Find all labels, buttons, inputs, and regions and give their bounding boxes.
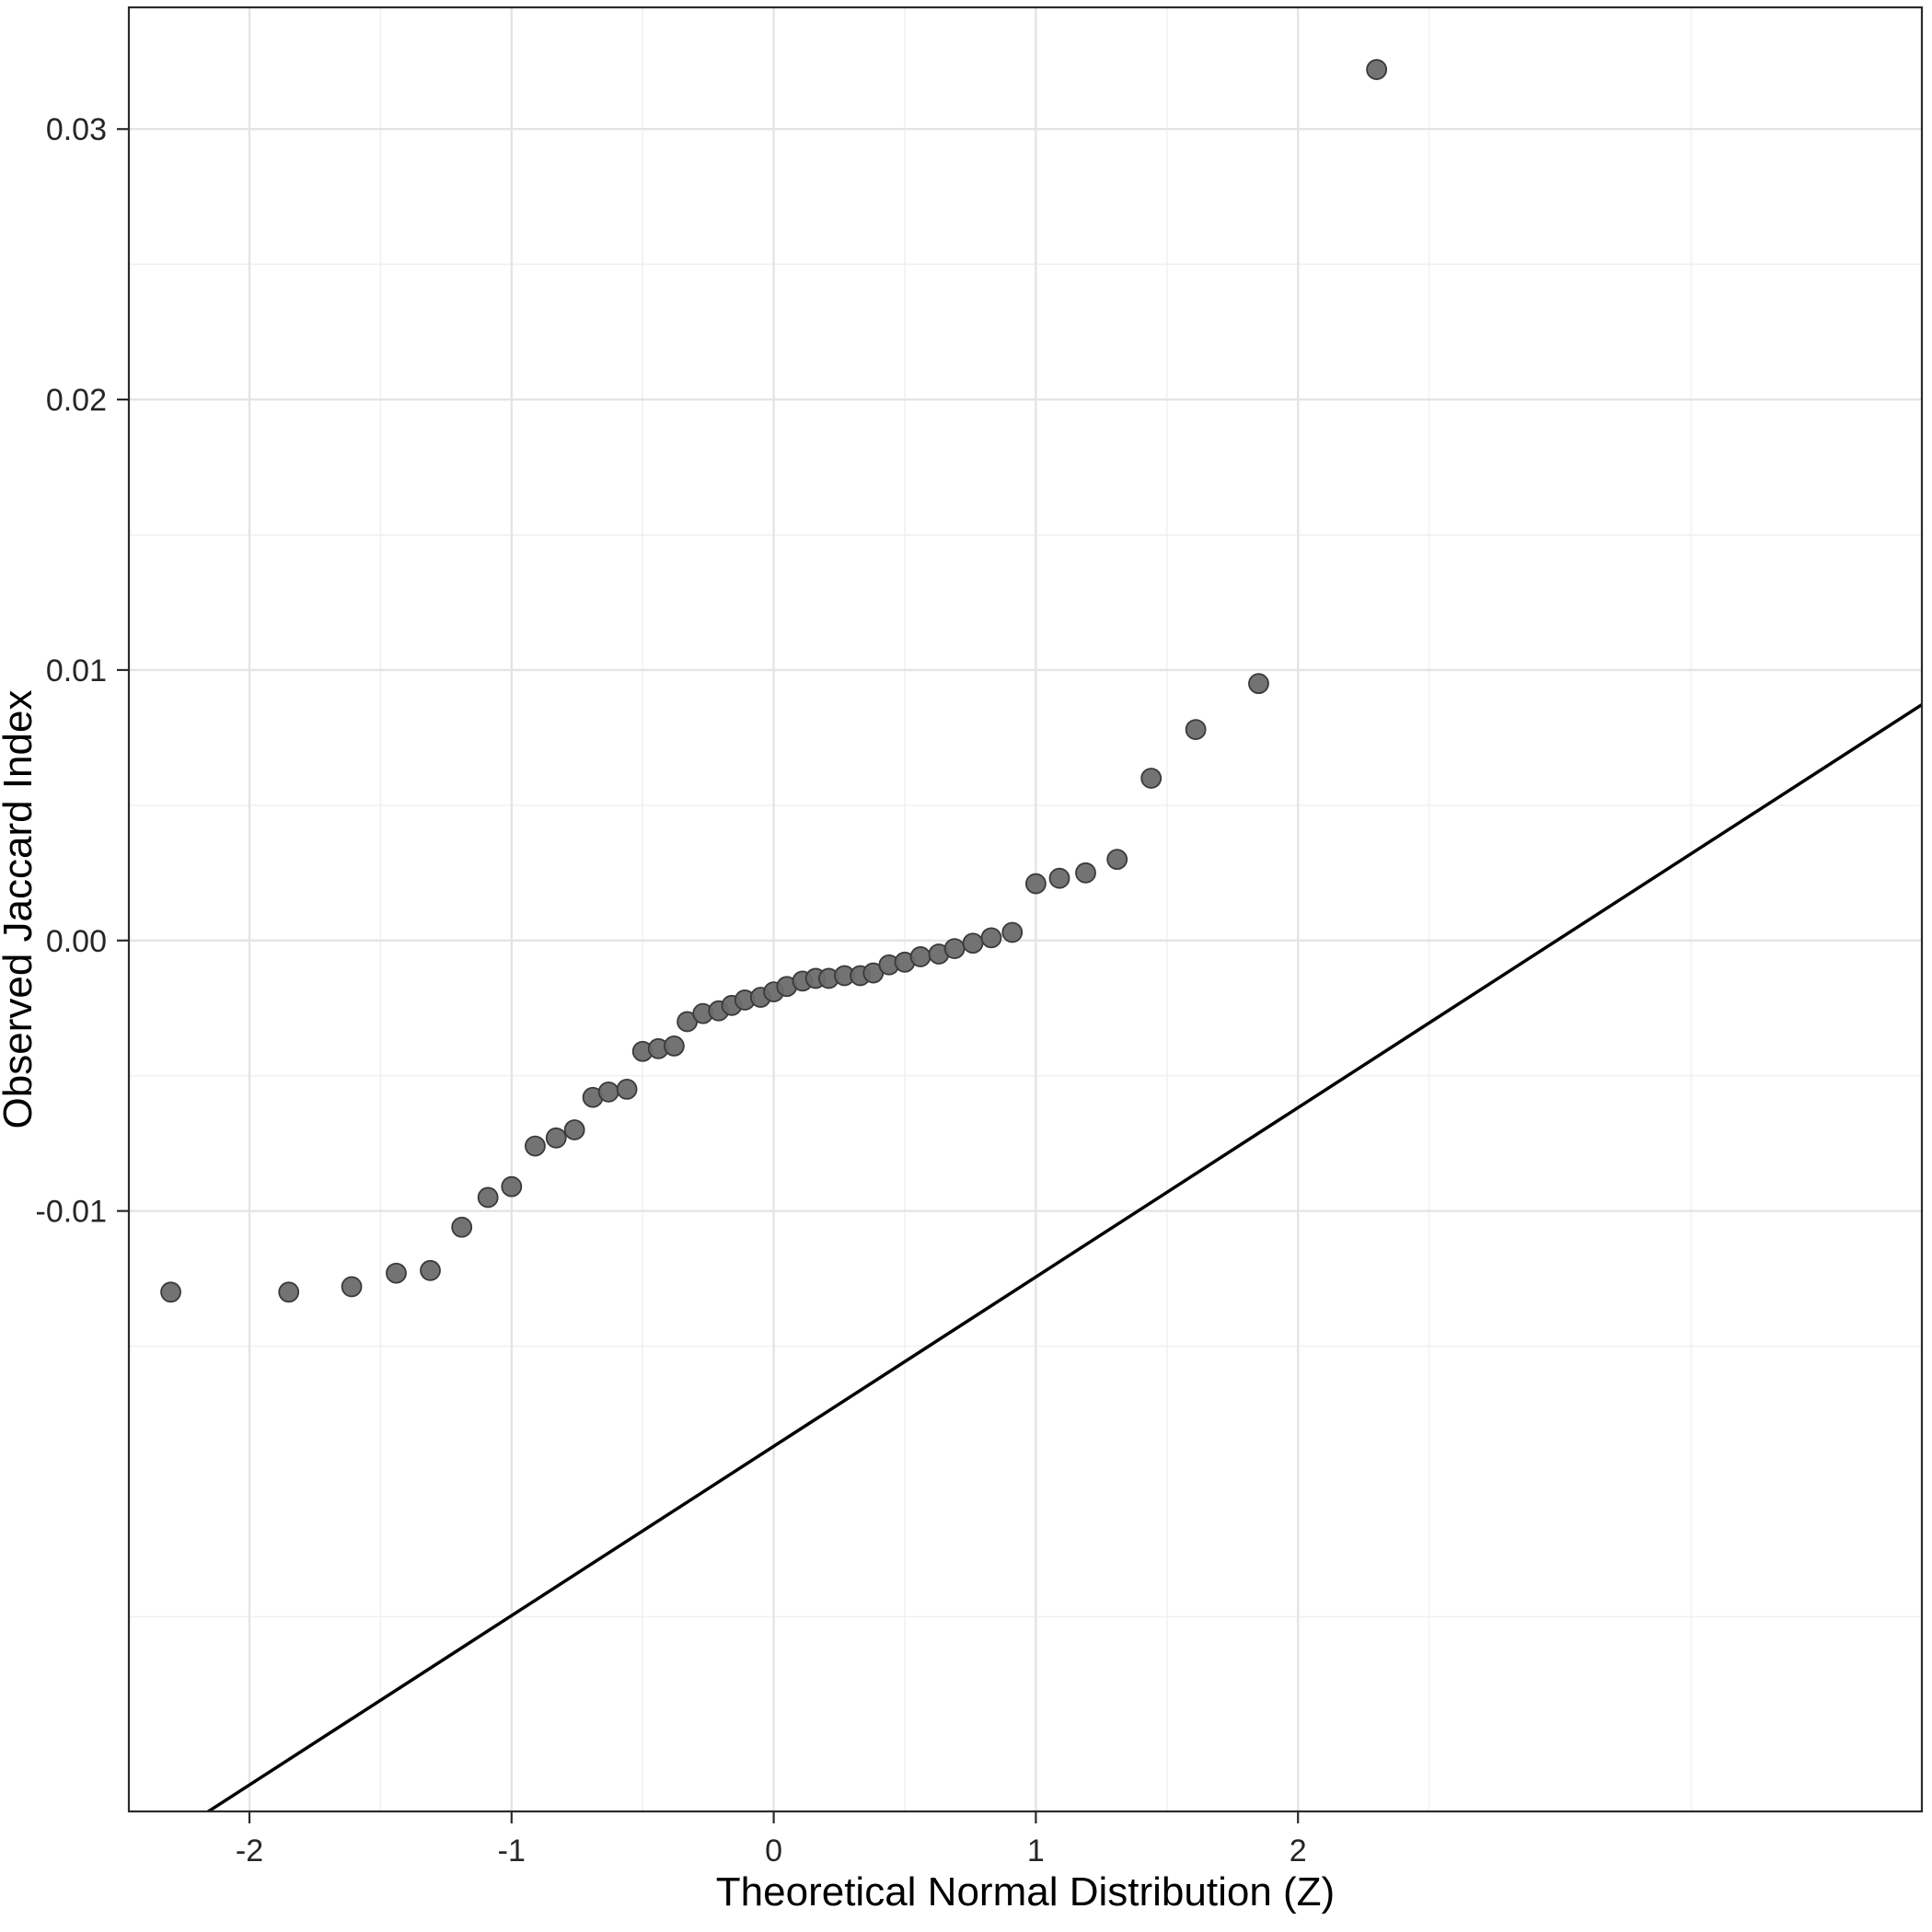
data-point [386,1262,407,1284]
plot-render-root: -2 -1 0 1 2 -0.01 0.00 0.01 0.02 0.03 [36,6,1924,1868]
data-point [1248,673,1269,695]
data-point [980,927,1002,949]
x-tick-label: -1 [498,1834,526,1868]
data-point [1140,768,1163,789]
data-point [501,1175,523,1197]
data-point [962,932,984,954]
x-tick-label: 0 [765,1834,782,1868]
data-point [909,946,931,967]
y-tick-label: 0.00 [46,924,107,959]
data-point [1075,862,1096,884]
y-axis-title: Observed Jaccard Index [0,690,40,1129]
data-point [1048,867,1070,889]
data-point [597,1081,619,1103]
y-tick-label: -0.01 [36,1195,108,1230]
data-point [1024,873,1047,895]
y-tick-label: 0.01 [46,654,107,688]
panel-border [127,6,1924,1813]
data-point [563,1119,585,1140]
data-point [1106,849,1128,871]
data-point [616,1079,638,1100]
data-point [545,1127,567,1149]
y-tick-label: 0.03 [46,112,107,147]
data-point [1366,59,1388,80]
data-point [1185,719,1207,740]
qq-reference-line [205,703,1922,1811]
data-point [160,1281,181,1303]
data-point [420,1259,441,1281]
data-point [341,1276,363,1298]
x-tick-label: 1 [1027,1834,1045,1868]
data-point [663,1035,685,1057]
y-tick-label: 0.02 [46,383,107,418]
data-point [477,1186,499,1209]
data-point [943,938,966,960]
x-tick-label: 2 [1290,1834,1307,1868]
x-tick-label: -2 [236,1834,263,1868]
plot-panel [129,7,1922,1811]
x-axis-title: Theoretical Normal Distribution (Z) [716,1869,1335,1915]
data-point [278,1281,300,1303]
data-point [451,1216,473,1238]
data-point [525,1135,546,1157]
data-point [1001,921,1024,943]
